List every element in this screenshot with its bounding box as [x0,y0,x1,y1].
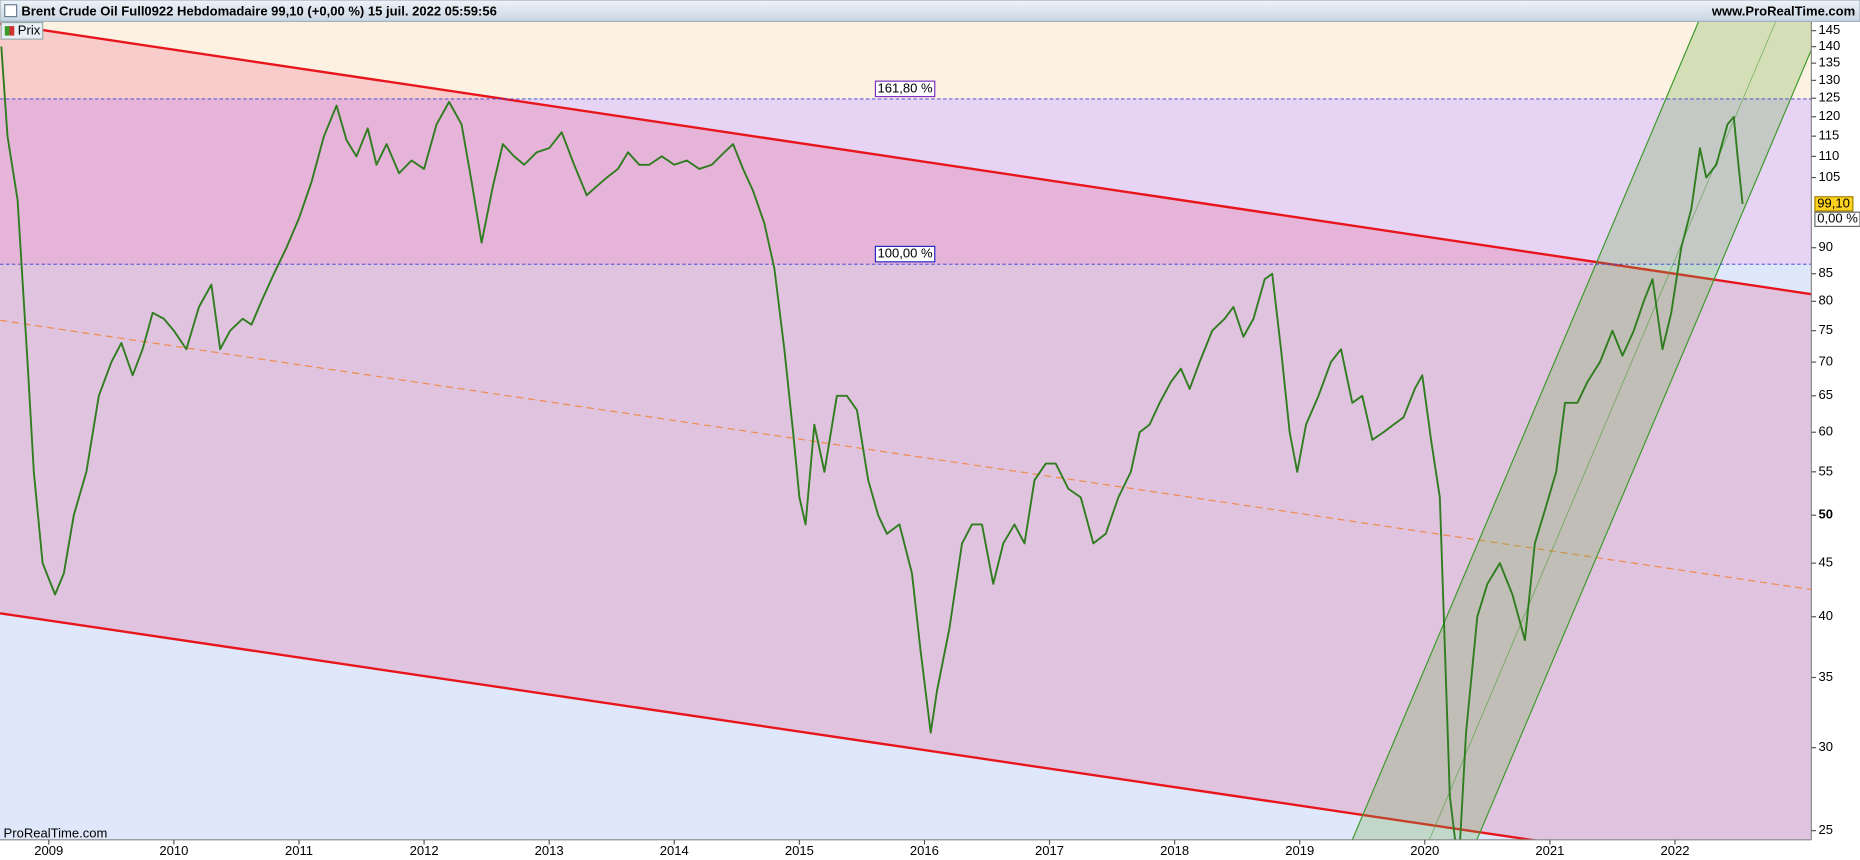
y-tick-label: 90 [1818,239,1833,254]
y-tick-label: 115 [1818,128,1839,143]
legend-label: Prix [18,22,41,37]
header-icon [4,4,18,18]
legend-swatch [4,26,10,36]
x-tick-label: 2015 [785,843,814,858]
y-tick-label: 120 [1818,108,1840,123]
background [0,21,1812,840]
y-tick-label: 65 [1818,387,1833,402]
green-channel [1352,21,1812,840]
watermark: ProRealTime.com [4,825,108,840]
change-tag-label: 0,00 % [1817,211,1858,226]
x-tick-label: 2016 [910,843,939,858]
labels: 161,80 % 100,00 % [874,80,936,263]
x-tick-label: 2020 [1410,843,1439,858]
y-tick-label: 80 [1818,293,1833,308]
y-tick-label: 50 [1818,507,1833,522]
y-tick-label: 30 [1818,739,1833,754]
channel-lower [0,612,1539,840]
price-tag [1814,196,1854,212]
y-tick-label: 130 [1818,72,1840,87]
drawings [0,21,1812,840]
chart-title: Brent Crude Oil Full0922 Hebdomadaire 99… [21,3,497,18]
x-tick-label: 2019 [1285,843,1314,858]
y-tick-label: 55 [1818,463,1833,478]
x-axis [0,839,1860,860]
x-tick-label: 2022 [1661,843,1690,858]
x-tick-label: 2014 [660,843,689,858]
level-label: 161,80 % [878,80,933,95]
source: www.ProRealTime.com [1711,3,1855,18]
x-tick-label: 2012 [410,843,439,858]
marks [0,46,1812,840]
y-tick-label: 40 [1818,608,1833,623]
axes: 25 30 35 40 45 50 55 60 65 70 75 80 85 90 105 110 115 120… [34,22,1860,858]
green-line [1476,49,1812,840]
level-label-box [874,80,936,98]
y-tick-label: 140 [1818,38,1840,53]
level-label: 100,00 % [878,246,933,261]
zone [0,98,1812,265]
green-line [1351,21,1700,840]
y-tick-label: 35 [1818,669,1833,684]
level-label-box [874,245,936,263]
channel-upper [0,22,1812,296]
channel-mid [0,319,1812,591]
x-tick-label: 2011 [285,843,313,858]
y-tick-label: 145 [1818,22,1840,37]
y-tick-label: 60 [1818,424,1833,439]
price-line [0,46,1744,840]
price-tag-label: 99,10 [1817,195,1850,210]
x-tick-label: 2021 [1535,843,1564,858]
y-tick-label: 110 [1818,148,1839,163]
x-tick-label: 2009 [34,843,63,858]
x-tick-label: 2010 [159,843,188,858]
y-tick-label: 85 [1818,265,1833,280]
y-tick-label: 70 [1818,354,1833,369]
y-axis [1811,21,1860,860]
y-tick-label: 25 [1818,822,1833,837]
y-tick-label: 45 [1818,555,1833,570]
y-tick-label: 135 [1818,55,1840,70]
legend-swatch [9,26,15,36]
y-tick-label: 125 [1818,90,1840,105]
y-tick-label: 105 [1818,169,1840,184]
y-tick-label: 75 [1818,322,1833,337]
x-tick-label: 2017 [1035,843,1064,858]
x-tick-label: 2013 [535,843,564,858]
x-tick-label: 2018 [1160,843,1189,858]
